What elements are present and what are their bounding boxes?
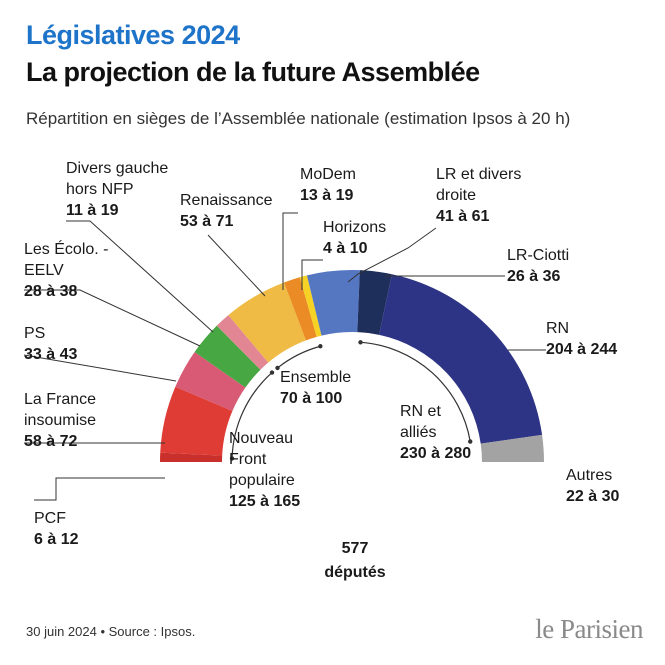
segment-divers-gauche-hors-nfp (216, 315, 269, 370)
label-name-group-nouveau-front-populaire: populaire (229, 472, 295, 489)
hemicycle-segments (160, 269, 545, 462)
party-labels: PCF 6 à 12 La France insoumise 58 à 72 PS 33 à… (24, 160, 619, 548)
total-seats-value: 577 (342, 540, 369, 557)
segment-les-colo-eelv (194, 325, 261, 388)
arc-end (468, 439, 473, 444)
label-name-rn: RN (546, 320, 569, 337)
label-value-pcf: 6 à 12 (34, 531, 79, 548)
label-renaissance: Renaissance 53 à 71 (180, 192, 273, 230)
label-value-lr-et-divers-droite: 41 à 61 (436, 208, 489, 225)
label-name-la-france-insoumise: La France (24, 391, 96, 408)
label-value-lr-ciotti: 26 à 36 (507, 268, 560, 285)
segment-renaissance (228, 282, 306, 363)
label-value-group-rn-et-alli-s: 230 à 280 (400, 445, 471, 462)
label-name-ps: PS (24, 325, 45, 342)
label-modem: MoDem 13 à 19 (300, 166, 356, 204)
label-name-lr-et-divers-droite: droite (436, 187, 476, 204)
segment-modem (283, 277, 317, 341)
label-name-lr-et-divers-droite: LR et divers (436, 166, 521, 183)
segment-lr-ciotti (357, 270, 392, 335)
brand-logo: le Parisien (535, 614, 643, 644)
label-name-les-colo-eelv: EELV (24, 262, 64, 279)
label-value-les-colo-eelv: 28 à 38 (24, 283, 77, 300)
label-lr-et-divers-droite: LR et divers droite 41 à 61 (436, 166, 521, 225)
label-group-rn-et-alli-s: RN et alliés 230 à 280 (400, 403, 471, 462)
leader-line (23, 354, 177, 382)
label-value-ps: 33 à 43 (24, 346, 77, 363)
label-name-autres: Autres (566, 467, 612, 484)
segment-autres (480, 434, 545, 462)
label-name-group-rn-et-alli-s: RN et (400, 403, 441, 420)
label-name-renaissance: Renaissance (180, 192, 273, 209)
label-value-group-ensemble: 70 à 100 (280, 390, 342, 407)
leader-line (207, 234, 266, 297)
leader-lines (23, 212, 546, 501)
label-name-divers-gauche-hors-nfp: Divers gauche (66, 160, 168, 177)
label-value-horizons: 4 à 10 (323, 240, 368, 257)
leader-line (301, 259, 323, 290)
arc-end (269, 370, 275, 375)
label-name-la-france-insoumise: insoumise (24, 412, 96, 429)
label-divers-gauche-hors-nfp: Divers gauche hors NFP 11 à 19 (66, 160, 168, 219)
arc-end (318, 344, 323, 349)
label-value-group-nouveau-front-populaire: 125 à 165 (229, 493, 300, 510)
label-name-lr-ciotti: LR-Ciotti (507, 247, 569, 264)
label-name-group-nouveau-front-populaire: Nouveau (229, 430, 293, 447)
page-title: La projection de la future Assemblée (26, 57, 480, 87)
label-name-divers-gauche-hors-nfp: hors NFP (66, 181, 134, 198)
segment-pcf (160, 452, 223, 462)
label-horizons: Horizons 4 à 10 (323, 219, 386, 257)
label-value-la-france-insoumise: 58 à 72 (24, 433, 77, 450)
label-pcf: PCF 6 à 12 (34, 510, 79, 548)
arc-end (229, 456, 235, 461)
leader-line (34, 477, 165, 501)
arc-end (275, 365, 280, 371)
kicker-title: Législatives 2024 (26, 20, 240, 50)
segment-horizons (299, 275, 322, 337)
arc-nouveau-front-populaire (231, 372, 273, 459)
label-group-ensemble: Ensemble 70 à 100 (280, 369, 351, 407)
segment-ps (175, 352, 246, 412)
label-name-horizons: Horizons (323, 219, 386, 236)
label-value-autres: 22 à 30 (566, 488, 619, 505)
leader-line (24, 289, 201, 347)
label-value-divers-gauche-hors-nfp: 11 à 19 (66, 202, 119, 219)
label-rn: RN 204 à 244 (546, 320, 617, 358)
leader-line (347, 227, 437, 283)
label-autres: Autres 22 à 30 (566, 467, 619, 505)
label-name-pcf: PCF (34, 510, 66, 527)
leader-line (282, 212, 298, 290)
label-name-les-colo-eelv: Les Écolo. - (24, 239, 108, 258)
label-value-renaissance: 53 à 71 (180, 213, 233, 230)
label-ps: PS 33 à 43 (24, 325, 77, 363)
label-name-group-rn-et-alli-s: alliés (400, 424, 436, 441)
arc-ensemble (277, 345, 321, 369)
total-seats-label: députés (324, 564, 385, 581)
label-lr-ciotti: LR-Ciotti 26 à 36 (507, 247, 569, 285)
label-name-group-ensemble: Ensemble (280, 369, 351, 386)
leader-line (66, 220, 214, 333)
source-note: 30 juin 2024 • Source : Ipsos. (26, 624, 196, 639)
arc-rn-et-allies (360, 341, 471, 442)
segment-lr-et-divers-droite (306, 269, 360, 336)
segment-rn (379, 274, 543, 444)
chart-subtitle: Répartition en sièges de l’Assemblée nat… (26, 109, 571, 128)
label-value-rn: 204 à 244 (546, 341, 617, 358)
label-name-modem: MoDem (300, 166, 356, 183)
label-value-modem: 13 à 19 (300, 187, 353, 204)
label-la-france-insoumise: La France insoumise 58 à 72 (24, 391, 96, 450)
group-arcs (229, 340, 473, 461)
label-name-group-nouveau-front-populaire: Front (229, 451, 267, 468)
label-les-colo-eelv: Les Écolo. - EELV 28 à 38 (24, 239, 108, 300)
label-group-nouveau-front-populaire: Nouveau Front populaire 125 à 165 (229, 430, 300, 510)
arc-end (358, 340, 363, 345)
segment-la-france-insoumise (160, 386, 233, 456)
